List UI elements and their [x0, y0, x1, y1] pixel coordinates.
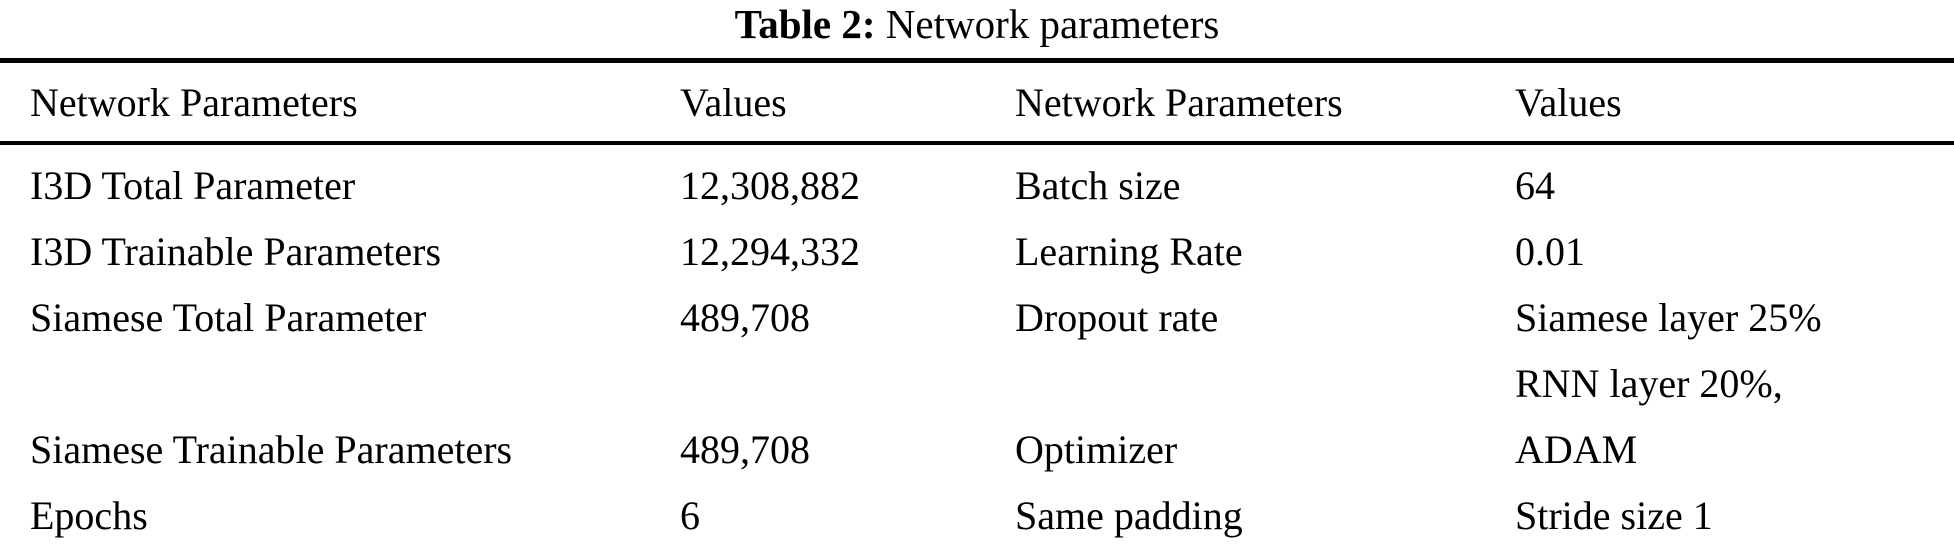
header-cell-values-left: Values — [680, 60, 1015, 145]
table-cell: Learning Rate — [1015, 229, 1243, 274]
header-cell-values-right: Values — [1515, 60, 1954, 145]
table-cell: Same padding — [1015, 493, 1243, 538]
table-cell: Siamese layer 25% RNN layer 20%, — [1515, 295, 1822, 406]
table-cell: Siamese Trainable Parameters — [30, 427, 513, 472]
header-cell-param-right: Network Parameters — [1015, 60, 1515, 145]
table-cell: 0.01 — [1515, 229, 1585, 274]
table-cell: ADAM — [1515, 427, 1638, 472]
table-cell: 12,308,882 — [680, 163, 860, 208]
table-row: I3D Trainable Parameters 12,294,332 Lear… — [0, 219, 1954, 285]
table-cell: Epochs — [30, 493, 148, 538]
table-cell: Dropout rate — [1015, 295, 1219, 340]
table-row: Siamese Trainable Parameters 489,708 Opt… — [0, 417, 1954, 483]
table-cell: 489,708 — [680, 295, 810, 340]
table-cell: 489,708 — [680, 427, 810, 472]
table-row: Epochs 6 Same padding Stride size 1 — [0, 483, 1954, 552]
table-cell: 64 — [1515, 163, 1555, 208]
table-cell: Stride size 1 — [1515, 493, 1713, 538]
table-cell: I3D Trainable Parameters — [30, 229, 442, 274]
table-cell: 6 — [680, 493, 700, 538]
table-cell: Batch size — [1015, 163, 1181, 208]
header-cell-param-left: Network Parameters — [0, 60, 680, 145]
table-row: Siamese Total Parameter 489,708 Dropout … — [0, 285, 1954, 417]
table-cell: Siamese Total Parameter — [30, 295, 427, 340]
header-row: Network Parameters Values Network Parame… — [0, 60, 1954, 145]
table-caption-text: Network parameters — [875, 1, 1220, 47]
table-caption: Table 2: Network parameters — [0, 0, 1954, 58]
table-caption-label: Table 2: — [734, 1, 876, 47]
table-row: I3D Total Parameter 12,308,882 Batch siz… — [0, 143, 1954, 219]
table-cell: 12,294,332 — [680, 229, 860, 274]
table-cell: I3D Total Parameter — [30, 163, 356, 208]
table-cell: Optimizer — [1015, 427, 1178, 472]
network-parameters-table: Network Parameters Values Network Parame… — [0, 58, 1954, 552]
